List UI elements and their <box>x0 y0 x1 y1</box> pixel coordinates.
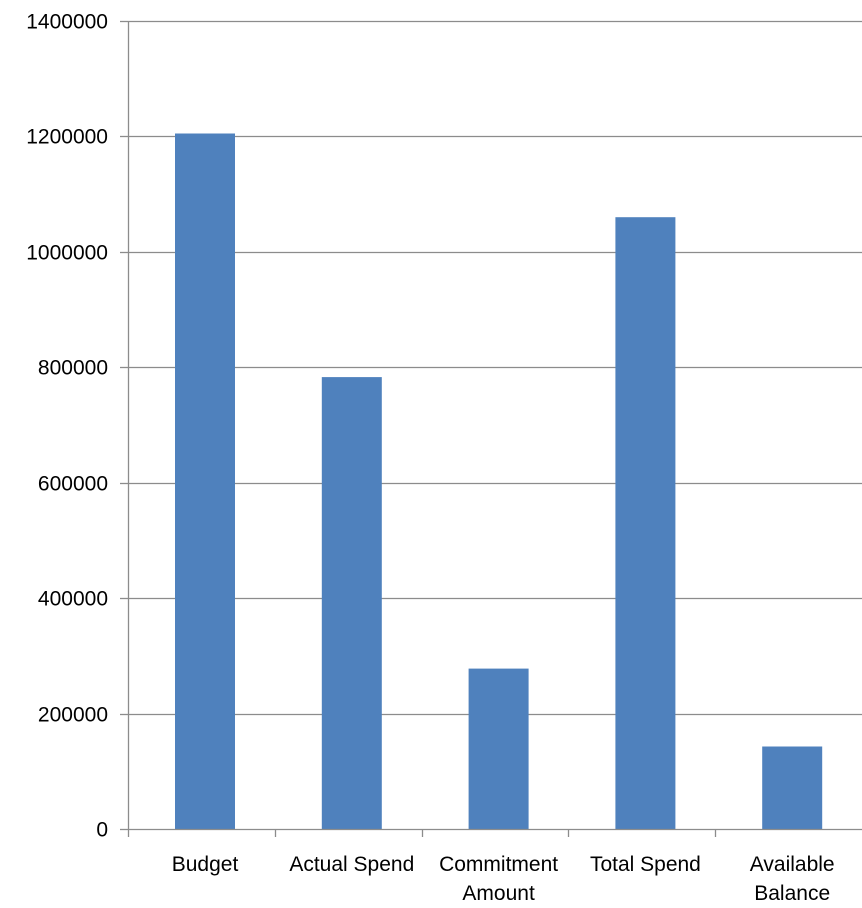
y-tick-label: 0 <box>96 819 108 842</box>
axes <box>120 20 862 837</box>
y-tick-label: 1000000 <box>26 242 108 265</box>
y-tick-labels: 0 200000 400000 600000 800000 1000000 1200000 1… <box>26 11 108 842</box>
bar-commitment-amount <box>468 668 529 829</box>
bar-available-balance <box>762 746 823 829</box>
y-tick-label: 800000 <box>38 357 108 380</box>
y-tick-label: 1200000 <box>26 126 108 149</box>
x-tick-label: Total Spend <box>590 853 701 876</box>
bar-budget <box>175 133 235 829</box>
y-tick-label: 1400000 <box>26 11 108 34</box>
bar-actual-spend <box>321 377 382 829</box>
x-tick-label: Actual Spend <box>289 853 414 876</box>
gridlines <box>128 20 862 716</box>
y-tick-label: 400000 <box>38 588 108 611</box>
bars <box>175 133 823 829</box>
x-tick-label: Commitment Amount <box>439 853 558 905</box>
y-tick-label: 600000 <box>38 473 108 496</box>
x-tick-labels: Budget Actual Spend Commitment Amount Total … <box>172 853 835 905</box>
y-tick-label: 200000 <box>38 704 108 727</box>
x-tick-label: Available Balance <box>750 853 835 905</box>
x-tick-label: Budget <box>172 853 239 876</box>
bar-total-spend <box>615 217 676 829</box>
